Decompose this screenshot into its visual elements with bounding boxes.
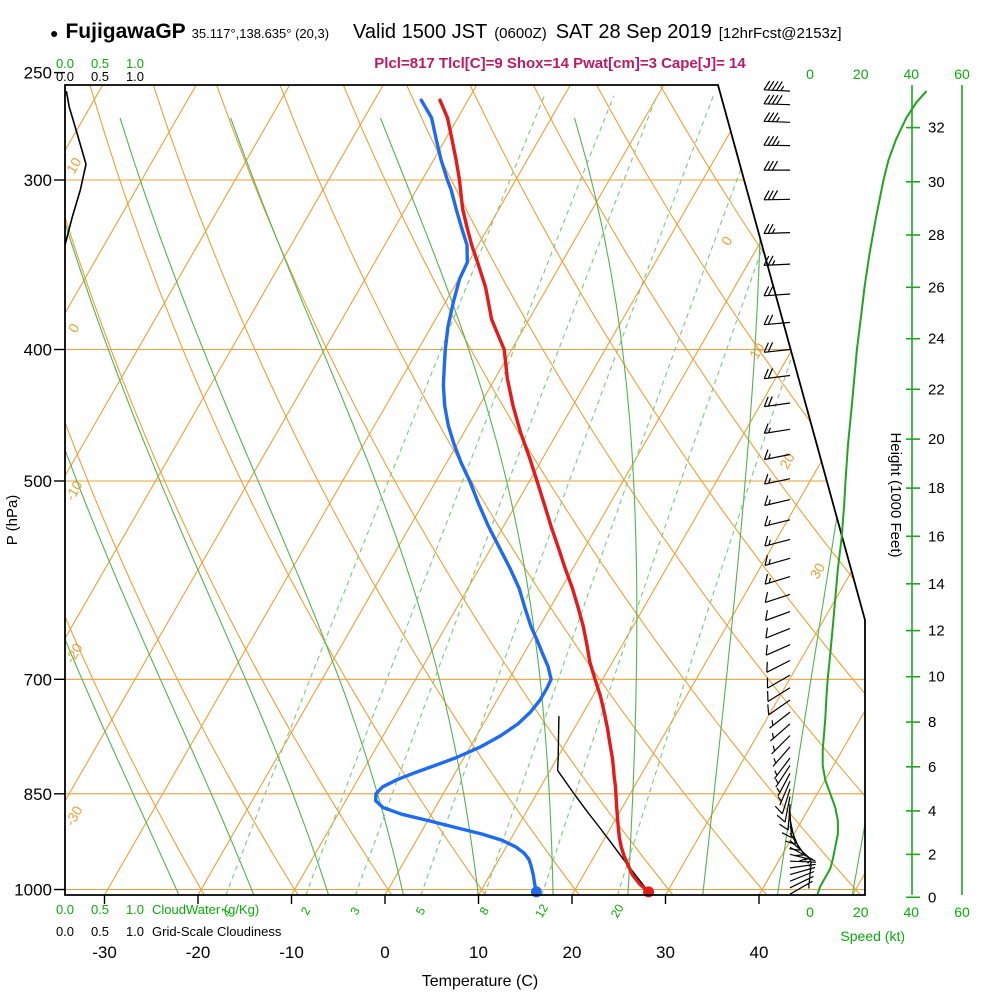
svg-text:0: 0 [928,889,936,906]
svg-text:CloudWater (g/Kg): CloudWater (g/Kg) [152,902,259,917]
svg-text:0.5: 0.5 [91,69,109,84]
svg-text:4: 4 [928,803,936,820]
svg-text:8: 8 [928,714,936,731]
svg-text:30: 30 [928,174,945,191]
svg-text:0.0: 0.0 [56,924,74,939]
svg-text:-30: -30 [92,943,117,962]
svg-text:1.0: 1.0 [126,902,144,917]
svg-text:0: 0 [380,943,389,962]
svg-text:2: 2 [928,846,936,863]
mixing-ratio-labels: 1 2 3 5 8 12 20 [218,901,627,920]
svg-text:1.0: 1.0 [126,924,144,939]
svg-text:Grid-Scale Cloudiness: Grid-Scale Cloudiness [152,924,282,939]
svg-text:3: 3 [347,904,363,917]
svg-text:6: 6 [928,759,936,776]
svg-text:8: 8 [477,904,493,917]
svg-text:10: 10 [746,340,768,362]
wind-barbs [763,80,817,895]
svg-text:20: 20 [928,431,945,448]
temperature-axis: -30 -20 -10 0 10 20 30 40 Temperature (C) [92,895,768,990]
forecast-lead-tag: [12hrFcst@2153z] [718,25,842,42]
svg-text:20: 20 [853,66,869,82]
svg-text:2: 2 [298,904,314,917]
svg-text:-10: -10 [279,943,304,962]
svg-text:0.5: 0.5 [91,924,109,939]
svg-text:14: 14 [928,576,945,593]
svg-text:-20: -20 [186,943,211,962]
svg-text:1.0: 1.0 [126,69,144,84]
svg-text:700: 700 [24,670,52,689]
svg-text:0.0: 0.0 [56,56,74,71]
svg-text:40: 40 [750,943,769,962]
pressure-axis: 250 300 400 500 700 850 1000 P (hPa) [4,64,65,900]
svg-text:0: 0 [806,66,814,82]
svg-text:Speed (kt): Speed (kt) [840,928,905,944]
svg-text:20: 20 [853,904,869,920]
svg-text:500: 500 [24,472,52,491]
svg-text:P (hPa): P (hPa) [4,495,21,546]
svg-text:0: 0 [806,904,814,920]
stability-indices: Plcl=817 Tlcl[C]=9 Shox=14 Pwat[cm]=3 Ca… [374,55,746,72]
dewpoint-curve [374,98,553,894]
cloudwater-scale: 0.00.00.50.51.01.0 CloudWater (g/Kg) [56,56,259,917]
svg-text:40: 40 [904,904,920,920]
svg-text:20: 20 [776,450,798,472]
station-name: FujigawaGP [65,20,186,43]
svg-text:0: 0 [65,320,83,335]
wind-speed-curve [816,90,928,895]
svg-text:20: 20 [608,901,627,920]
svg-text:1.0: 1.0 [126,56,144,71]
svg-text:12: 12 [928,623,945,640]
valid-time-utc: (0600Z) [494,25,547,42]
svg-text:850: 850 [24,785,52,804]
svg-text:300: 300 [24,171,52,190]
svg-text:60: 60 [954,66,970,82]
grid-orange [65,85,865,895]
svg-text:1000: 1000 [14,881,52,900]
svg-text:Temperature (C): Temperature (C) [422,973,538,990]
svg-text:0.5: 0.5 [91,56,109,71]
svg-text:28: 28 [928,227,945,244]
station-bullet-icon: ● [50,25,59,41]
station-coords: 35.117°,138.635° (20,3) [191,26,330,41]
svg-text:22: 22 [928,381,945,398]
svg-text:0.0: 0.0 [56,69,74,84]
svg-text:18: 18 [928,480,945,497]
svg-text:24: 24 [928,331,945,348]
svg-text:20: 20 [563,943,582,962]
svg-text:250: 250 [24,64,52,83]
valid-date: SAT 28 Sep 2019 [555,21,712,43]
svg-text:10: 10 [63,154,85,176]
svg-text:16: 16 [928,528,945,545]
svg-text:30: 30 [806,560,828,582]
svg-text:Height (1000 Feet): Height (1000 Feet) [887,432,904,557]
svg-text:5: 5 [413,904,429,917]
svg-text:60: 60 [954,904,970,920]
svg-text:26: 26 [928,279,945,296]
chart-title: ● FujigawaGP 35.117°,138.635° (20,3) Val… [50,20,842,44]
valid-time: Valid 1500 JST [353,21,488,43]
svg-text:0.5: 0.5 [91,902,109,917]
svg-text:10: 10 [469,943,488,962]
svg-text:30: 30 [656,943,675,962]
plot-border [64,84,866,896]
svg-text:40: 40 [904,66,920,82]
svg-text:0.0: 0.0 [56,902,74,917]
svg-text:0: 0 [718,233,736,248]
svg-text:10: 10 [928,669,945,686]
svg-text:32: 32 [928,120,945,137]
svg-text:12: 12 [532,901,551,920]
svg-text:400: 400 [24,341,52,360]
temperature-curve [438,98,651,894]
cloudiness-curve [65,90,87,246]
